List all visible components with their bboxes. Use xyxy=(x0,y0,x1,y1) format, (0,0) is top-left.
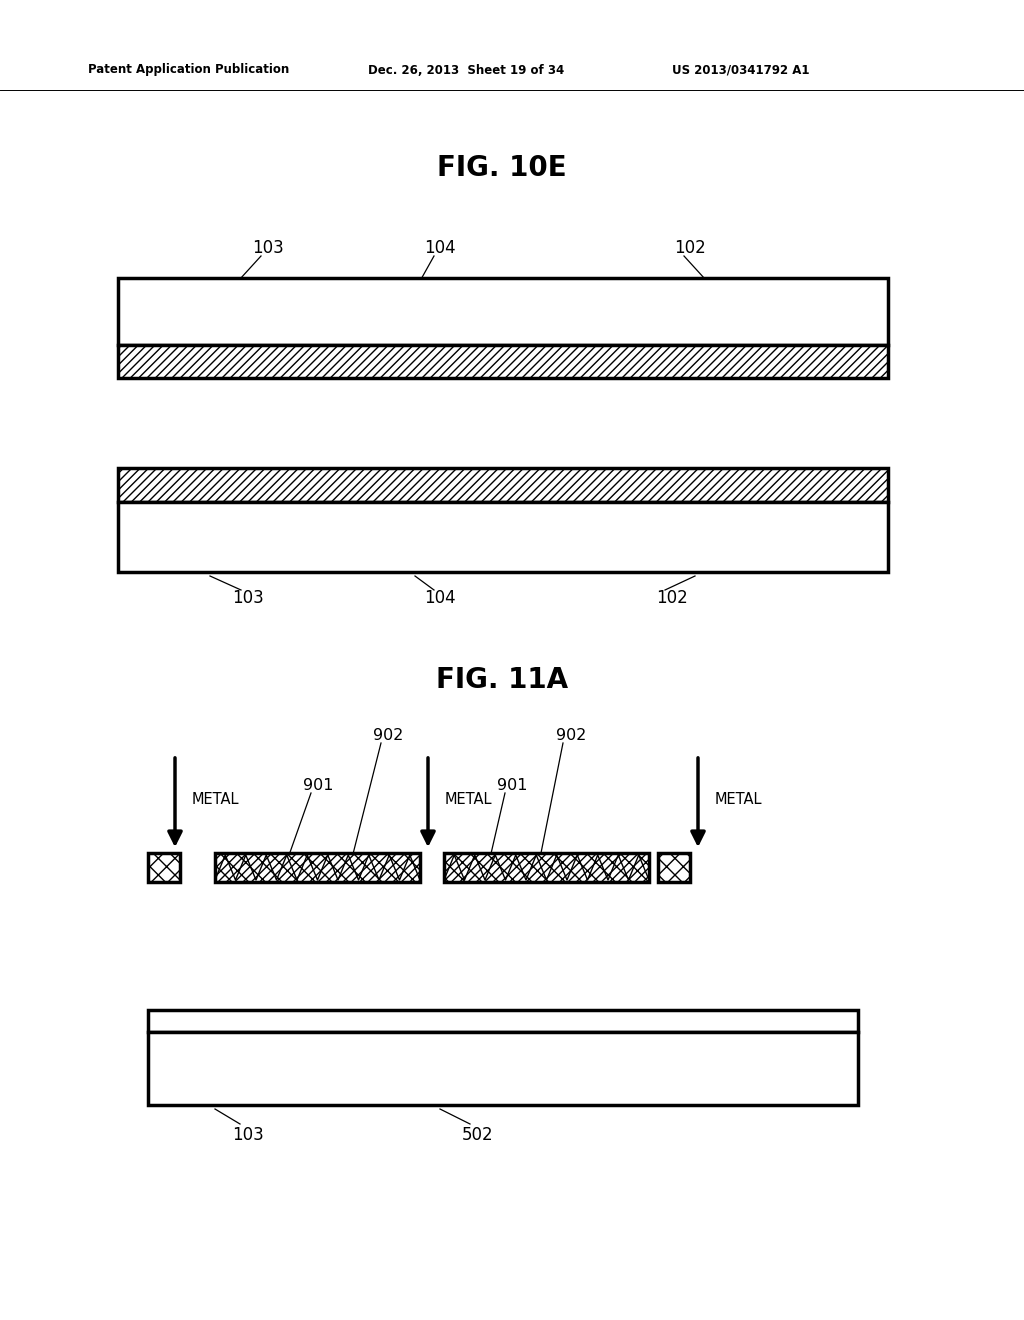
Text: 104: 104 xyxy=(424,589,456,607)
Bar xyxy=(118,345,888,378)
Text: 102: 102 xyxy=(674,239,706,257)
Text: 902: 902 xyxy=(556,727,586,742)
Text: FIG. 11A: FIG. 11A xyxy=(436,667,568,694)
Text: 901: 901 xyxy=(303,777,333,792)
Bar xyxy=(118,469,888,502)
Text: METAL: METAL xyxy=(715,792,763,808)
Text: Dec. 26, 2013  Sheet 19 of 34: Dec. 26, 2013 Sheet 19 of 34 xyxy=(368,63,564,77)
Text: FIG. 10E: FIG. 10E xyxy=(437,154,567,182)
Text: 103: 103 xyxy=(252,239,284,257)
Text: 103: 103 xyxy=(232,589,264,607)
Text: Patent Application Publication: Patent Application Publication xyxy=(88,63,289,77)
Text: 502: 502 xyxy=(462,1126,494,1144)
Text: 103: 103 xyxy=(232,1126,264,1144)
Bar xyxy=(118,502,888,572)
Text: 902: 902 xyxy=(373,727,403,742)
Text: METAL: METAL xyxy=(193,792,240,808)
Bar xyxy=(658,853,690,882)
Text: 102: 102 xyxy=(656,589,688,607)
Text: US 2013/0341792 A1: US 2013/0341792 A1 xyxy=(672,63,810,77)
Bar xyxy=(215,853,420,882)
Text: 901: 901 xyxy=(497,777,527,792)
Bar xyxy=(148,1010,858,1032)
Bar xyxy=(148,853,180,882)
Text: METAL: METAL xyxy=(445,792,493,808)
Bar xyxy=(444,853,649,882)
Text: 104: 104 xyxy=(424,239,456,257)
Bar xyxy=(148,1032,858,1105)
Bar xyxy=(118,279,888,345)
